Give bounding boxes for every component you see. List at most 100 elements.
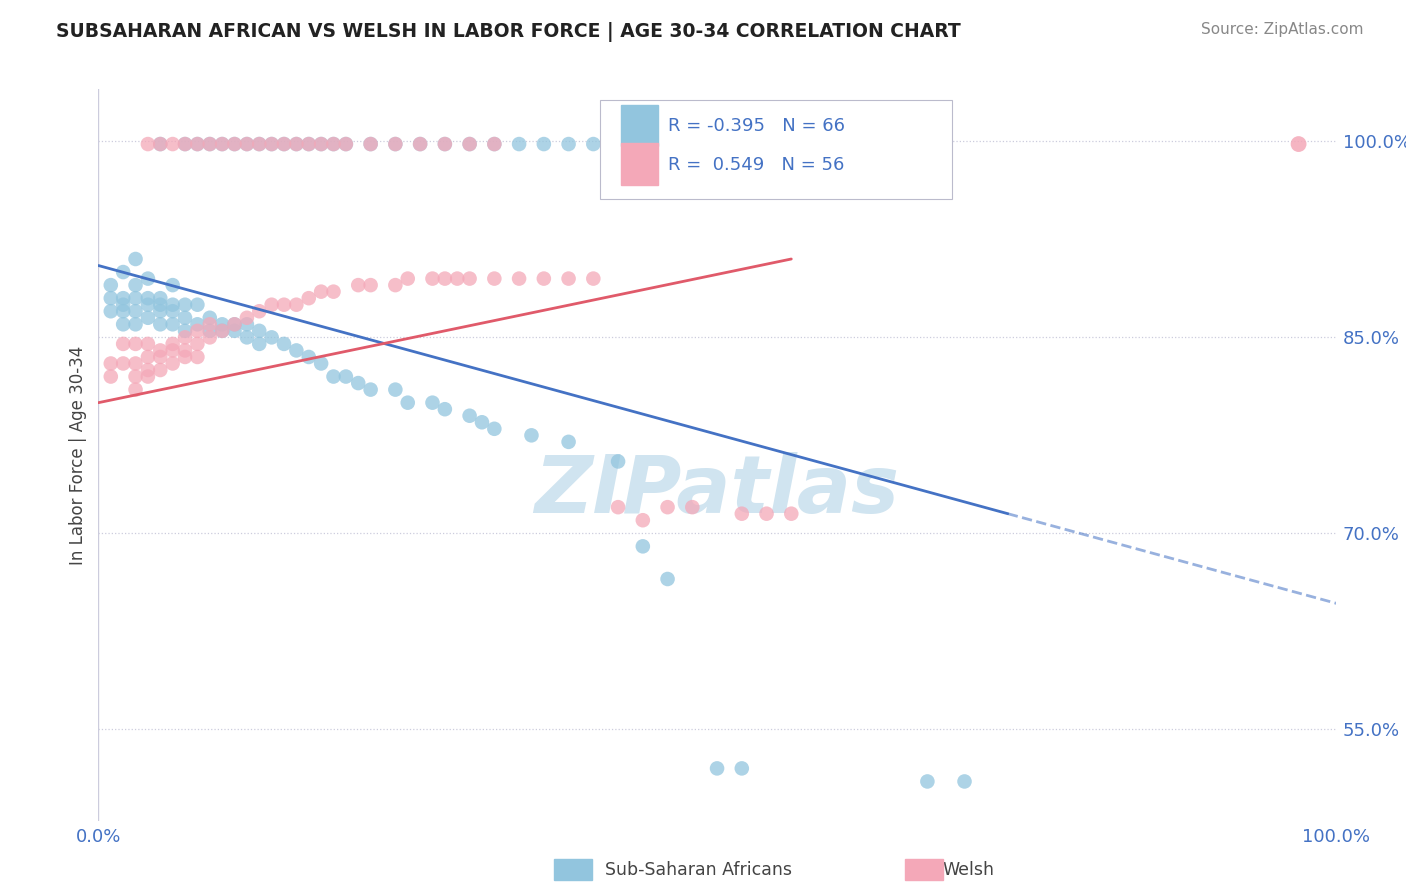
- Point: [236, 137, 259, 152]
- Point: [198, 324, 221, 338]
- Point: [582, 137, 605, 152]
- Point: [236, 330, 259, 344]
- Point: [236, 318, 259, 332]
- Point: [186, 337, 208, 351]
- Point: [285, 343, 308, 358]
- Point: [162, 278, 184, 293]
- Point: [136, 350, 159, 364]
- Point: [247, 304, 270, 318]
- Point: [484, 137, 506, 152]
- Point: [224, 324, 246, 338]
- Point: [224, 137, 246, 152]
- Point: [422, 271, 444, 285]
- Point: [247, 137, 270, 152]
- Point: [917, 774, 939, 789]
- Point: [174, 310, 197, 325]
- Point: [533, 271, 555, 285]
- Point: [433, 137, 456, 152]
- Text: Welsh: Welsh: [942, 861, 994, 879]
- Point: [174, 137, 197, 152]
- Y-axis label: In Labor Force | Age 30-34: In Labor Force | Age 30-34: [69, 345, 87, 565]
- Point: [731, 507, 754, 521]
- FancyBboxPatch shape: [620, 104, 658, 146]
- Point: [112, 304, 135, 318]
- Point: [607, 500, 630, 515]
- Point: [186, 350, 208, 364]
- Point: [224, 137, 246, 152]
- Point: [298, 137, 321, 152]
- Point: [100, 357, 122, 371]
- Point: [422, 395, 444, 409]
- Point: [247, 324, 270, 338]
- Point: [136, 291, 159, 305]
- Point: [174, 137, 197, 152]
- Point: [322, 285, 344, 299]
- Point: [384, 383, 406, 397]
- Point: [309, 137, 332, 152]
- Point: [211, 324, 233, 338]
- Point: [247, 337, 270, 351]
- Point: [360, 278, 382, 293]
- Point: [273, 137, 295, 152]
- Point: [681, 500, 703, 515]
- Text: R =  0.549   N = 56: R = 0.549 N = 56: [668, 155, 844, 174]
- Point: [186, 298, 208, 312]
- Point: [285, 137, 308, 152]
- Point: [557, 271, 579, 285]
- Point: [607, 454, 630, 468]
- Point: [198, 137, 221, 152]
- Point: [124, 252, 146, 266]
- Point: [136, 369, 159, 384]
- Text: ZIPatlas: ZIPatlas: [534, 452, 900, 531]
- Point: [100, 291, 122, 305]
- Point: [124, 278, 146, 293]
- Point: [285, 137, 308, 152]
- Point: [631, 513, 654, 527]
- Point: [211, 137, 233, 152]
- Point: [508, 137, 530, 152]
- Point: [384, 137, 406, 152]
- Point: [484, 422, 506, 436]
- Text: SUBSAHARAN AFRICAN VS WELSH IN LABOR FORCE | AGE 30-34 CORRELATION CHART: SUBSAHARAN AFRICAN VS WELSH IN LABOR FOR…: [56, 22, 960, 42]
- Point: [100, 304, 122, 318]
- FancyBboxPatch shape: [599, 100, 952, 199]
- Point: [136, 363, 159, 377]
- Point: [247, 137, 270, 152]
- Point: [347, 278, 370, 293]
- Point: [458, 137, 481, 152]
- Point: [322, 369, 344, 384]
- Point: [309, 285, 332, 299]
- Point: [124, 369, 146, 384]
- Point: [198, 310, 221, 325]
- Point: [433, 271, 456, 285]
- Point: [186, 324, 208, 338]
- Point: [149, 137, 172, 152]
- Point: [557, 137, 579, 152]
- Point: [298, 291, 321, 305]
- Point: [186, 137, 208, 152]
- Point: [124, 337, 146, 351]
- Point: [149, 291, 172, 305]
- Point: [309, 137, 332, 152]
- Point: [396, 395, 419, 409]
- Point: [298, 350, 321, 364]
- Point: [458, 271, 481, 285]
- Point: [533, 137, 555, 152]
- Text: R = -0.395   N = 66: R = -0.395 N = 66: [668, 117, 845, 135]
- Point: [124, 304, 146, 318]
- Point: [112, 318, 135, 332]
- Point: [409, 137, 432, 152]
- Point: [162, 304, 184, 318]
- Point: [755, 507, 778, 521]
- Point: [174, 330, 197, 344]
- Point: [260, 137, 283, 152]
- Point: [198, 318, 221, 332]
- Point: [433, 402, 456, 417]
- Point: [384, 137, 406, 152]
- Point: [236, 310, 259, 325]
- Point: [149, 318, 172, 332]
- Point: [124, 318, 146, 332]
- Point: [174, 343, 197, 358]
- Point: [236, 137, 259, 152]
- Point: [211, 318, 233, 332]
